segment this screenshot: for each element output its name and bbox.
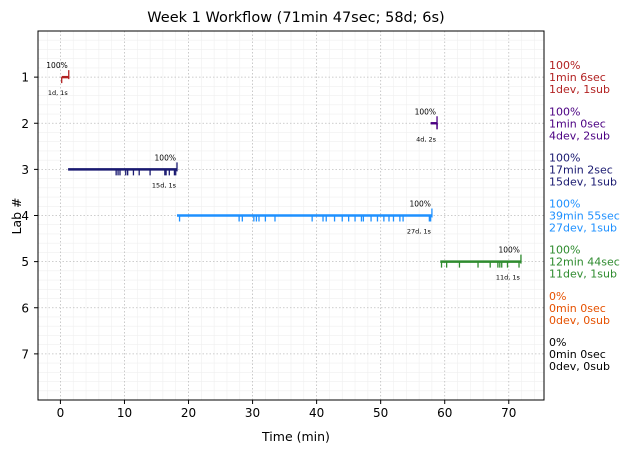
lab-3-summary-line: 17min 2sec [549,163,613,176]
x-tick-label: 70 [501,406,516,420]
x-tick-label: 50 [373,406,388,420]
y-axis-label: Lab # [9,197,24,234]
x-tick-label: 60 [437,406,452,420]
y-tick-label: 2 [21,117,29,131]
lab-6-summary-line: 0% [549,290,566,303]
lab-3-count-label: 15d, 1s [152,181,177,189]
lab-4-summary-line: 100% [549,198,580,211]
lab-4-summary-line: 39min 55sec [549,210,620,223]
lab-2-summary-line: 100% [549,105,580,118]
lab-3-summary-line: 100% [549,151,580,164]
axis-ticks: 0 10 20 30 40 50 60 70 1 2 3 4 5 6 7 [21,71,516,420]
lab-2-percent-label: 100% [415,107,436,116]
x-tick-label: 10 [117,406,132,420]
x-tick-label: 30 [245,406,260,420]
lab-4-count-label: 27d, 1s [407,228,432,236]
lab-5-count-label: 11d, 1s [496,274,521,282]
x-tick-label: 0 [57,406,65,420]
x-tick-label: 40 [309,406,324,420]
lab-2-track: 100% 4d, 2s [415,107,438,143]
lab-6-summary-line: 0dev, 0sub [549,314,610,327]
y-tick-label: 4 [21,209,29,223]
lab-5-summary-line: 11dev, 1sub [549,268,617,281]
y-tick-label: 3 [21,163,29,177]
lab-5-percent-label: 100% [498,246,519,255]
lab-1-count-label: 1d, 1s [48,89,69,97]
lab-2-summary-line: 4dev, 2sub [549,129,610,142]
lab-1-summary-line: 1min 6sec [549,71,606,84]
lab-4-summary-line: 27dev, 1sub [549,222,617,235]
lab-3-percent-label: 100% [155,153,176,162]
y-tick-label: 1 [21,71,29,85]
lab-4-percent-label: 100% [409,200,430,209]
x-axis-label: Time (min) [261,429,330,444]
lab-1-summary-line: 100% [549,59,580,72]
y-tick-label: 7 [21,347,29,361]
lab-5-summary-line: 100% [549,244,580,257]
x-tick-label: 20 [181,406,196,420]
lab-3-track: 100% 15d, 1s [68,153,178,189]
lab-7-summary-line: 0dev, 0sub [549,360,610,373]
lab-7-summary-line: 0min 0sec [549,348,606,361]
lab-1-summary-line: 1dev, 1sub [549,83,610,96]
chart-title: Week 1 Workflow (71min 47sec; 58d; 6s) [147,10,444,26]
lab-6-summary-line: 0min 0sec [549,302,606,315]
lab-7-summary-line: 0% [549,336,566,349]
lab-4-track: 100% 27d, 1s [176,200,433,236]
y-tick-label: 5 [21,255,29,269]
lab-3-summary-line: 15dev, 1sub [549,175,617,188]
lab-5-summary-line: 12min 44sec [549,256,620,269]
y-tick-label: 6 [21,301,29,315]
lab-1-percent-label: 100% [46,61,67,70]
lab-1-track: 100% 1d, 1s [46,61,70,97]
plot-data: 100% 1d, 1s 100% 4d, 2s 100% 15d, 1s 100% 27d, … [46,61,522,282]
lab-2-summary-line: 1min 0sec [549,117,606,130]
lab-5-track: 100% 11d, 1s [440,246,522,282]
lab-2-count-label: 4d, 2s [416,135,437,143]
